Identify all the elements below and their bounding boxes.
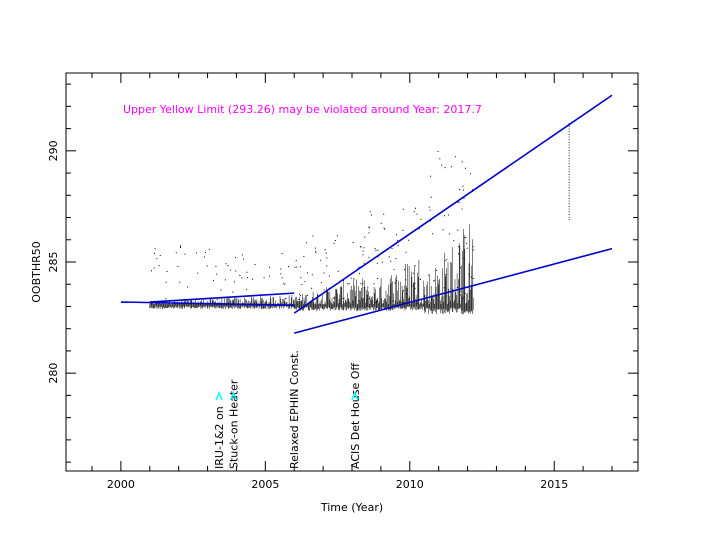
y-tick-label: 290 xyxy=(47,140,60,161)
event-marker xyxy=(215,391,223,401)
axis-ticks xyxy=(66,73,638,471)
x-tick-label: 2005 xyxy=(251,478,279,491)
event-label: Stuck-on Heater xyxy=(228,379,241,469)
data-point-outliers xyxy=(151,151,475,305)
plot-frame xyxy=(65,72,639,472)
y-tick-label: 285 xyxy=(47,251,60,272)
x-tick-label: 2010 xyxy=(396,478,424,491)
x-axis-title: Time (Year) xyxy=(320,501,383,514)
trend-line-4 xyxy=(294,247,613,334)
trend-line-3 xyxy=(293,94,613,314)
x-tick-label: 2000 xyxy=(107,478,135,491)
chart-annotation: Upper Yellow Limit (293.26) may be viola… xyxy=(123,103,482,116)
event-label: Relaxed EPHIN Const. xyxy=(288,350,301,469)
x-tick-label: 2015 xyxy=(540,478,568,491)
y-axis-title: OOBTHR50 xyxy=(30,241,43,303)
y-tick-label: 280 xyxy=(47,363,60,384)
trend-lines xyxy=(120,94,613,334)
data-point-late xyxy=(568,123,570,221)
event-label: ACIS Det House Off xyxy=(349,363,362,469)
trend-line-1 xyxy=(120,301,295,307)
trend-line-2 xyxy=(149,292,295,303)
event-label: IRU-1&2 on xyxy=(213,406,226,469)
event-markers: IRU-1&2 on Stuck-on Heater Relaxed EPHIN C… xyxy=(213,350,362,469)
tick-labels: 2000 2005 2010 2015 280 285 290 xyxy=(47,140,568,491)
event-marker xyxy=(229,391,238,401)
event-marker xyxy=(351,391,359,401)
